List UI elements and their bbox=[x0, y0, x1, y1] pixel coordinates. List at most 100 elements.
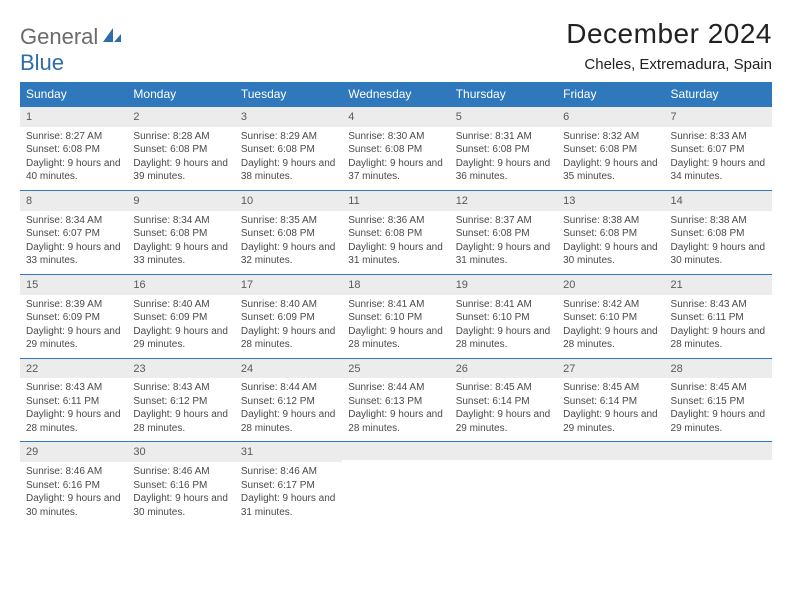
day-body: Sunrise: 8:43 AMSunset: 6:12 PMDaylight:… bbox=[127, 378, 234, 441]
daylight-line: Daylight: 9 hours and 30 minutes. bbox=[26, 492, 121, 519]
day-body: Sunrise: 8:43 AMSunset: 6:11 PMDaylight:… bbox=[20, 378, 127, 441]
day-number: 7 bbox=[665, 107, 772, 127]
day-body: Sunrise: 8:45 AMSunset: 6:14 PMDaylight:… bbox=[557, 378, 664, 441]
day-body: Sunrise: 8:31 AMSunset: 6:08 PMDaylight:… bbox=[450, 127, 557, 190]
day-body: Sunrise: 8:36 AMSunset: 6:08 PMDaylight:… bbox=[342, 211, 449, 274]
daylight-line: Daylight: 9 hours and 28 minutes. bbox=[348, 325, 443, 352]
sunset-line: Sunset: 6:08 PM bbox=[456, 143, 551, 157]
day-body: Sunrise: 8:29 AMSunset: 6:08 PMDaylight:… bbox=[235, 127, 342, 190]
calendar-day-cell bbox=[665, 442, 772, 525]
sunset-line: Sunset: 6:08 PM bbox=[26, 143, 121, 157]
day-number: 3 bbox=[235, 107, 342, 127]
daylight-line: Daylight: 9 hours and 28 minutes. bbox=[348, 408, 443, 435]
sunset-line: Sunset: 6:08 PM bbox=[348, 143, 443, 157]
day-number: 31 bbox=[235, 442, 342, 462]
calendar-week-row: 29Sunrise: 8:46 AMSunset: 6:16 PMDayligh… bbox=[20, 442, 772, 525]
sunset-line: Sunset: 6:17 PM bbox=[241, 479, 336, 493]
day-number: 14 bbox=[665, 191, 772, 211]
day-number: 11 bbox=[342, 191, 449, 211]
sunset-line: Sunset: 6:16 PM bbox=[133, 479, 228, 493]
day-number: 19 bbox=[450, 275, 557, 295]
calendar-day-cell: 4Sunrise: 8:30 AMSunset: 6:08 PMDaylight… bbox=[342, 107, 449, 191]
sunrise-line: Sunrise: 8:44 AM bbox=[348, 381, 443, 395]
weekday-header: Saturday bbox=[665, 82, 772, 107]
day-body: Sunrise: 8:41 AMSunset: 6:10 PMDaylight:… bbox=[342, 295, 449, 358]
daylight-line: Daylight: 9 hours and 37 minutes. bbox=[348, 157, 443, 184]
day-number bbox=[342, 442, 449, 460]
sunset-line: Sunset: 6:09 PM bbox=[26, 311, 121, 325]
calendar-day-cell: 30Sunrise: 8:46 AMSunset: 6:16 PMDayligh… bbox=[127, 442, 234, 525]
calendar-day-cell bbox=[450, 442, 557, 525]
sunrise-line: Sunrise: 8:45 AM bbox=[563, 381, 658, 395]
calendar-day-cell: 8Sunrise: 8:34 AMSunset: 6:07 PMDaylight… bbox=[20, 190, 127, 274]
day-body: Sunrise: 8:28 AMSunset: 6:08 PMDaylight:… bbox=[127, 127, 234, 190]
daylight-line: Daylight: 9 hours and 28 minutes. bbox=[26, 408, 121, 435]
day-number: 4 bbox=[342, 107, 449, 127]
day-body: Sunrise: 8:46 AMSunset: 6:16 PMDaylight:… bbox=[127, 462, 234, 525]
sunrise-line: Sunrise: 8:34 AM bbox=[133, 214, 228, 228]
sunset-line: Sunset: 6:12 PM bbox=[133, 395, 228, 409]
sunset-line: Sunset: 6:08 PM bbox=[563, 227, 658, 241]
weekday-header: Tuesday bbox=[235, 82, 342, 107]
day-number: 26 bbox=[450, 359, 557, 379]
day-body: Sunrise: 8:42 AMSunset: 6:10 PMDaylight:… bbox=[557, 295, 664, 358]
daylight-line: Daylight: 9 hours and 29 minutes. bbox=[133, 325, 228, 352]
calendar-day-cell: 15Sunrise: 8:39 AMSunset: 6:09 PMDayligh… bbox=[20, 274, 127, 358]
sunset-line: Sunset: 6:11 PM bbox=[26, 395, 121, 409]
sunset-line: Sunset: 6:13 PM bbox=[348, 395, 443, 409]
daylight-line: Daylight: 9 hours and 29 minutes. bbox=[563, 408, 658, 435]
daylight-line: Daylight: 9 hours and 29 minutes. bbox=[671, 408, 766, 435]
calendar-day-cell: 9Sunrise: 8:34 AMSunset: 6:08 PMDaylight… bbox=[127, 190, 234, 274]
day-body: Sunrise: 8:43 AMSunset: 6:11 PMDaylight:… bbox=[665, 295, 772, 358]
sunset-line: Sunset: 6:10 PM bbox=[456, 311, 551, 325]
sunset-line: Sunset: 6:11 PM bbox=[671, 311, 766, 325]
day-number: 17 bbox=[235, 275, 342, 295]
calendar-day-cell: 31Sunrise: 8:46 AMSunset: 6:17 PMDayligh… bbox=[235, 442, 342, 525]
daylight-line: Daylight: 9 hours and 31 minutes. bbox=[348, 241, 443, 268]
calendar-day-cell bbox=[342, 442, 449, 525]
daylight-line: Daylight: 9 hours and 30 minutes. bbox=[563, 241, 658, 268]
day-number: 30 bbox=[127, 442, 234, 462]
sunrise-line: Sunrise: 8:31 AM bbox=[456, 130, 551, 144]
sunset-line: Sunset: 6:14 PM bbox=[563, 395, 658, 409]
calendar-day-cell: 18Sunrise: 8:41 AMSunset: 6:10 PMDayligh… bbox=[342, 274, 449, 358]
day-number: 18 bbox=[342, 275, 449, 295]
day-body: Sunrise: 8:40 AMSunset: 6:09 PMDaylight:… bbox=[235, 295, 342, 358]
calendar-week-row: 22Sunrise: 8:43 AMSunset: 6:11 PMDayligh… bbox=[20, 358, 772, 442]
calendar-day-cell: 1Sunrise: 8:27 AMSunset: 6:08 PMDaylight… bbox=[20, 107, 127, 191]
sunrise-line: Sunrise: 8:41 AM bbox=[456, 298, 551, 312]
day-body: Sunrise: 8:46 AMSunset: 6:16 PMDaylight:… bbox=[20, 462, 127, 525]
sunrise-line: Sunrise: 8:43 AM bbox=[133, 381, 228, 395]
daylight-line: Daylight: 9 hours and 39 minutes. bbox=[133, 157, 228, 184]
sunrise-line: Sunrise: 8:32 AM bbox=[563, 130, 658, 144]
day-number: 6 bbox=[557, 107, 664, 127]
weekday-header: Thursday bbox=[450, 82, 557, 107]
calendar-day-cell: 25Sunrise: 8:44 AMSunset: 6:13 PMDayligh… bbox=[342, 358, 449, 442]
day-body: Sunrise: 8:27 AMSunset: 6:08 PMDaylight:… bbox=[20, 127, 127, 190]
day-body: Sunrise: 8:32 AMSunset: 6:08 PMDaylight:… bbox=[557, 127, 664, 190]
daylight-line: Daylight: 9 hours and 28 minutes. bbox=[671, 325, 766, 352]
day-number bbox=[665, 442, 772, 460]
daylight-line: Daylight: 9 hours and 31 minutes. bbox=[241, 492, 336, 519]
daylight-line: Daylight: 9 hours and 28 minutes. bbox=[241, 408, 336, 435]
sunrise-line: Sunrise: 8:43 AM bbox=[671, 298, 766, 312]
day-number: 23 bbox=[127, 359, 234, 379]
day-body: Sunrise: 8:34 AMSunset: 6:07 PMDaylight:… bbox=[20, 211, 127, 274]
day-body: Sunrise: 8:30 AMSunset: 6:08 PMDaylight:… bbox=[342, 127, 449, 190]
header: General Blue December 2024 Cheles, Extre… bbox=[20, 18, 772, 76]
day-body: Sunrise: 8:34 AMSunset: 6:08 PMDaylight:… bbox=[127, 211, 234, 274]
day-body: Sunrise: 8:41 AMSunset: 6:10 PMDaylight:… bbox=[450, 295, 557, 358]
day-number: 21 bbox=[665, 275, 772, 295]
calendar-week-row: 8Sunrise: 8:34 AMSunset: 6:07 PMDaylight… bbox=[20, 190, 772, 274]
sunrise-line: Sunrise: 8:37 AM bbox=[456, 214, 551, 228]
sunrise-line: Sunrise: 8:36 AM bbox=[348, 214, 443, 228]
sunrise-line: Sunrise: 8:38 AM bbox=[563, 214, 658, 228]
sunrise-line: Sunrise: 8:28 AM bbox=[133, 130, 228, 144]
calendar-table: Sunday Monday Tuesday Wednesday Thursday… bbox=[20, 82, 772, 525]
sunset-line: Sunset: 6:12 PM bbox=[241, 395, 336, 409]
calendar-day-cell: 14Sunrise: 8:38 AMSunset: 6:08 PMDayligh… bbox=[665, 190, 772, 274]
calendar-day-cell: 19Sunrise: 8:41 AMSunset: 6:10 PMDayligh… bbox=[450, 274, 557, 358]
calendar-day-cell: 10Sunrise: 8:35 AMSunset: 6:08 PMDayligh… bbox=[235, 190, 342, 274]
calendar-day-cell: 28Sunrise: 8:45 AMSunset: 6:15 PMDayligh… bbox=[665, 358, 772, 442]
calendar-day-cell: 6Sunrise: 8:32 AMSunset: 6:08 PMDaylight… bbox=[557, 107, 664, 191]
